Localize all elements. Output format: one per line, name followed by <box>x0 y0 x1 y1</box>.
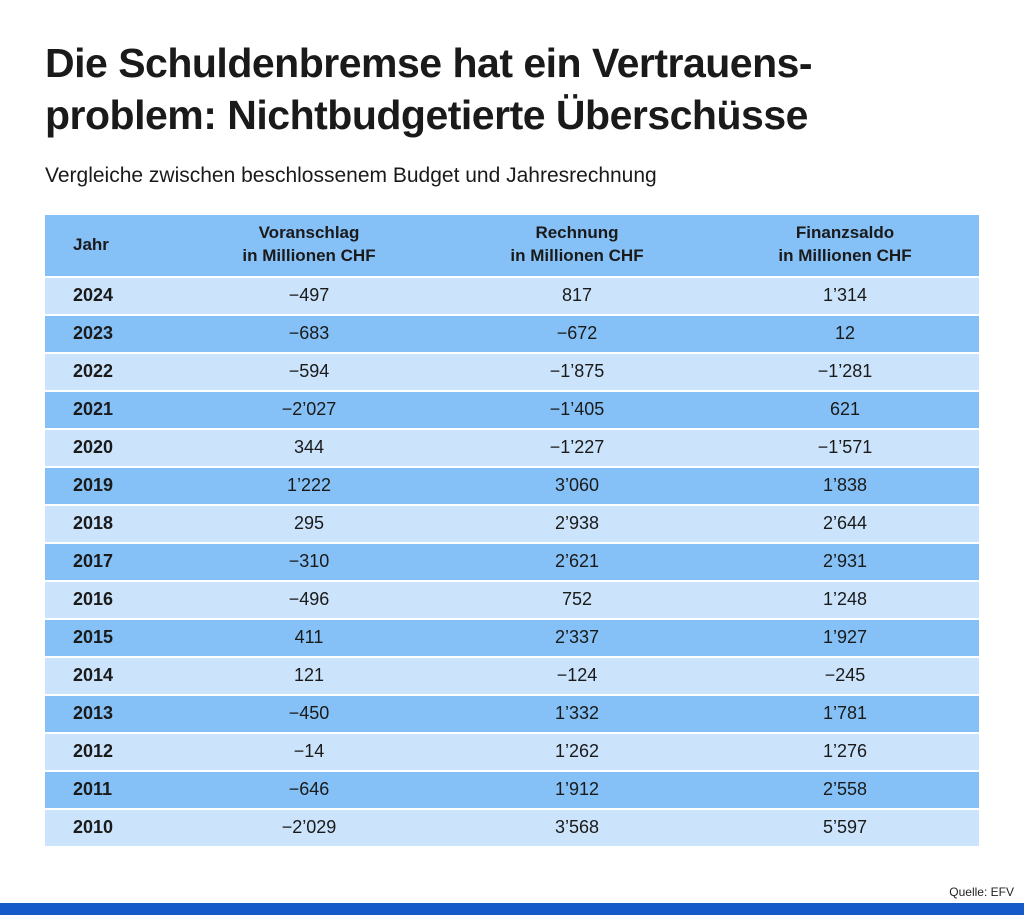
column-header-jahr: Jahr <box>45 214 175 278</box>
value-cell: 1’222 <box>175 466 443 506</box>
title-line-1: Die Schuldenbremse hat ein Vertrauens- <box>45 40 813 86</box>
value-cell: 1’332 <box>443 694 711 734</box>
year-cell: 2021 <box>45 390 175 430</box>
year-cell: 2015 <box>45 618 175 658</box>
table-row: 2021 −2’027 −1’405 621 <box>45 390 979 430</box>
footer-bar <box>0 903 1024 915</box>
source-label: Quelle: EFV <box>949 885 1014 899</box>
table-row: 2018 295 2’938 2’644 <box>45 504 979 544</box>
value-cell: −594 <box>175 352 443 392</box>
column-header-jahr-label: Jahr <box>73 234 109 254</box>
value-cell: −450 <box>175 694 443 734</box>
value-cell: −496 <box>175 580 443 620</box>
table-row: 2024 −497 817 1’314 <box>45 276 979 316</box>
value-cell: −124 <box>443 656 711 696</box>
value-cell: 817 <box>443 276 711 316</box>
column-header-voranschlag-unit: in Millionen CHF <box>242 246 376 265</box>
year-cell: 2010 <box>45 808 175 848</box>
value-cell: 1’276 <box>711 732 979 772</box>
year-cell: 2024 <box>45 276 175 316</box>
year-cell: 2011 <box>45 770 175 810</box>
year-cell: 2012 <box>45 732 175 772</box>
value-cell: 1’262 <box>443 732 711 772</box>
value-cell: 1’838 <box>711 466 979 506</box>
table-body: 2024 −497 817 1’314 2023 −683 −672 12 2022 −594 −1… <box>45 276 979 848</box>
value-cell: 2’931 <box>711 542 979 582</box>
year-cell: 2023 <box>45 314 175 354</box>
table-row: 2016 −496 752 1’248 <box>45 580 979 620</box>
table-row: 2012 −14 1’262 1’276 <box>45 732 979 772</box>
table-row: 2017 −310 2’621 2’931 <box>45 542 979 582</box>
table-row: 2015 411 2’337 1’927 <box>45 618 979 658</box>
footer: Quelle: EFV <box>0 885 1024 915</box>
table-row: 2023 −683 −672 12 <box>45 314 979 354</box>
value-cell: 1’927 <box>711 618 979 658</box>
table-row: 2019 1’222 3’060 1’838 <box>45 466 979 506</box>
table-row: 2010 −2’029 3’568 5’597 <box>45 808 979 848</box>
value-cell: −310 <box>175 542 443 582</box>
year-cell: 2017 <box>45 542 175 582</box>
table-row: 2014 121 −124 −245 <box>45 656 979 696</box>
value-cell: 621 <box>711 390 979 430</box>
content-area: Die Schuldenbremse hat ein Vertrauens-pr… <box>45 38 979 848</box>
column-header-voranschlag: Voranschlag in Millionen CHF <box>175 214 443 278</box>
value-cell: 344 <box>175 428 443 468</box>
value-cell: 2’644 <box>711 504 979 544</box>
page-subtitle: Vergleiche zwischen beschlossenem Budget… <box>45 164 657 188</box>
value-cell: −672 <box>443 314 711 354</box>
column-header-finanzsaldo: Finanzsaldo in Millionen CHF <box>711 214 979 278</box>
page-title: Die Schuldenbremse hat ein Vertrauens-pr… <box>45 38 979 141</box>
year-cell: 2013 <box>45 694 175 734</box>
year-cell: 2020 <box>45 428 175 468</box>
value-cell: 3’060 <box>443 466 711 506</box>
year-cell: 2016 <box>45 580 175 620</box>
value-cell: −1’571 <box>711 428 979 468</box>
column-header-rechnung-unit: in Millionen CHF <box>510 246 644 265</box>
year-cell: 2019 <box>45 466 175 506</box>
value-cell: 2’621 <box>443 542 711 582</box>
column-header-rechnung: Rechnung in Millionen CHF <box>443 214 711 278</box>
value-cell: −2’029 <box>175 808 443 848</box>
title-line-2: problem: Nichtbudgetierte Überschüsse <box>45 91 808 138</box>
value-cell: 2’558 <box>711 770 979 810</box>
value-cell: −245 <box>711 656 979 696</box>
value-cell: −14 <box>175 732 443 772</box>
value-cell: 752 <box>443 580 711 620</box>
table-row: 2020 344 −1’227 −1’571 <box>45 428 979 468</box>
table-row: 2013 −450 1’332 1’781 <box>45 694 979 734</box>
value-cell: 2’337 <box>443 618 711 658</box>
year-cell: 2022 <box>45 352 175 392</box>
value-cell: 2’938 <box>443 504 711 544</box>
column-header-voranschlag-label: Voranschlag <box>258 223 360 243</box>
value-cell: 411 <box>175 618 443 658</box>
value-cell: −2’027 <box>175 390 443 430</box>
value-cell: −497 <box>175 276 443 316</box>
data-table: Jahr Voranschlag in Millionen CHF Rechnun… <box>45 214 979 848</box>
value-cell: 3’568 <box>443 808 711 848</box>
value-cell: −1’227 <box>443 428 711 468</box>
value-cell: −1’281 <box>711 352 979 392</box>
value-cell: 1’912 <box>443 770 711 810</box>
value-cell: 1’314 <box>711 276 979 316</box>
value-cell: 1’781 <box>711 694 979 734</box>
value-cell: −1’405 <box>443 390 711 430</box>
column-header-rechnung-label: Rechnung <box>535 223 619 243</box>
table-header: Jahr Voranschlag in Millionen CHF Rechnun… <box>45 214 979 278</box>
table-row: 2011 −646 1’912 2’558 <box>45 770 979 810</box>
year-cell: 2014 <box>45 656 175 696</box>
value-cell: −683 <box>175 314 443 354</box>
value-cell: −1’875 <box>443 352 711 392</box>
column-header-finanzsaldo-label: Finanzsaldo <box>795 223 895 243</box>
year-cell: 2018 <box>45 504 175 544</box>
value-cell: −646 <box>175 770 443 810</box>
table-row: 2022 −594 −1’875 −1’281 <box>45 352 979 392</box>
value-cell: 1’248 <box>711 580 979 620</box>
value-cell: 12 <box>711 314 979 354</box>
value-cell: 121 <box>175 656 443 696</box>
column-header-finanzsaldo-unit: in Millionen CHF <box>778 246 912 265</box>
value-cell: 295 <box>175 504 443 544</box>
value-cell: 5’597 <box>711 808 979 848</box>
table-header-row: Jahr Voranschlag in Millionen CHF Rechnun… <box>45 214 979 278</box>
